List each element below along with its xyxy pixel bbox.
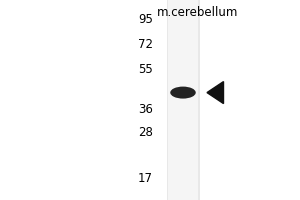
Text: m.cerebellum: m.cerebellum bbox=[157, 6, 239, 19]
Text: 36: 36 bbox=[138, 103, 153, 116]
Bar bbox=[167, 0, 200, 200]
Text: 28: 28 bbox=[138, 126, 153, 139]
Text: 72: 72 bbox=[138, 38, 153, 51]
Ellipse shape bbox=[170, 87, 196, 99]
Text: 55: 55 bbox=[138, 63, 153, 76]
Text: 95: 95 bbox=[138, 13, 153, 26]
Bar bbox=[168, 0, 198, 200]
Text: 17: 17 bbox=[138, 172, 153, 185]
Polygon shape bbox=[207, 82, 224, 104]
